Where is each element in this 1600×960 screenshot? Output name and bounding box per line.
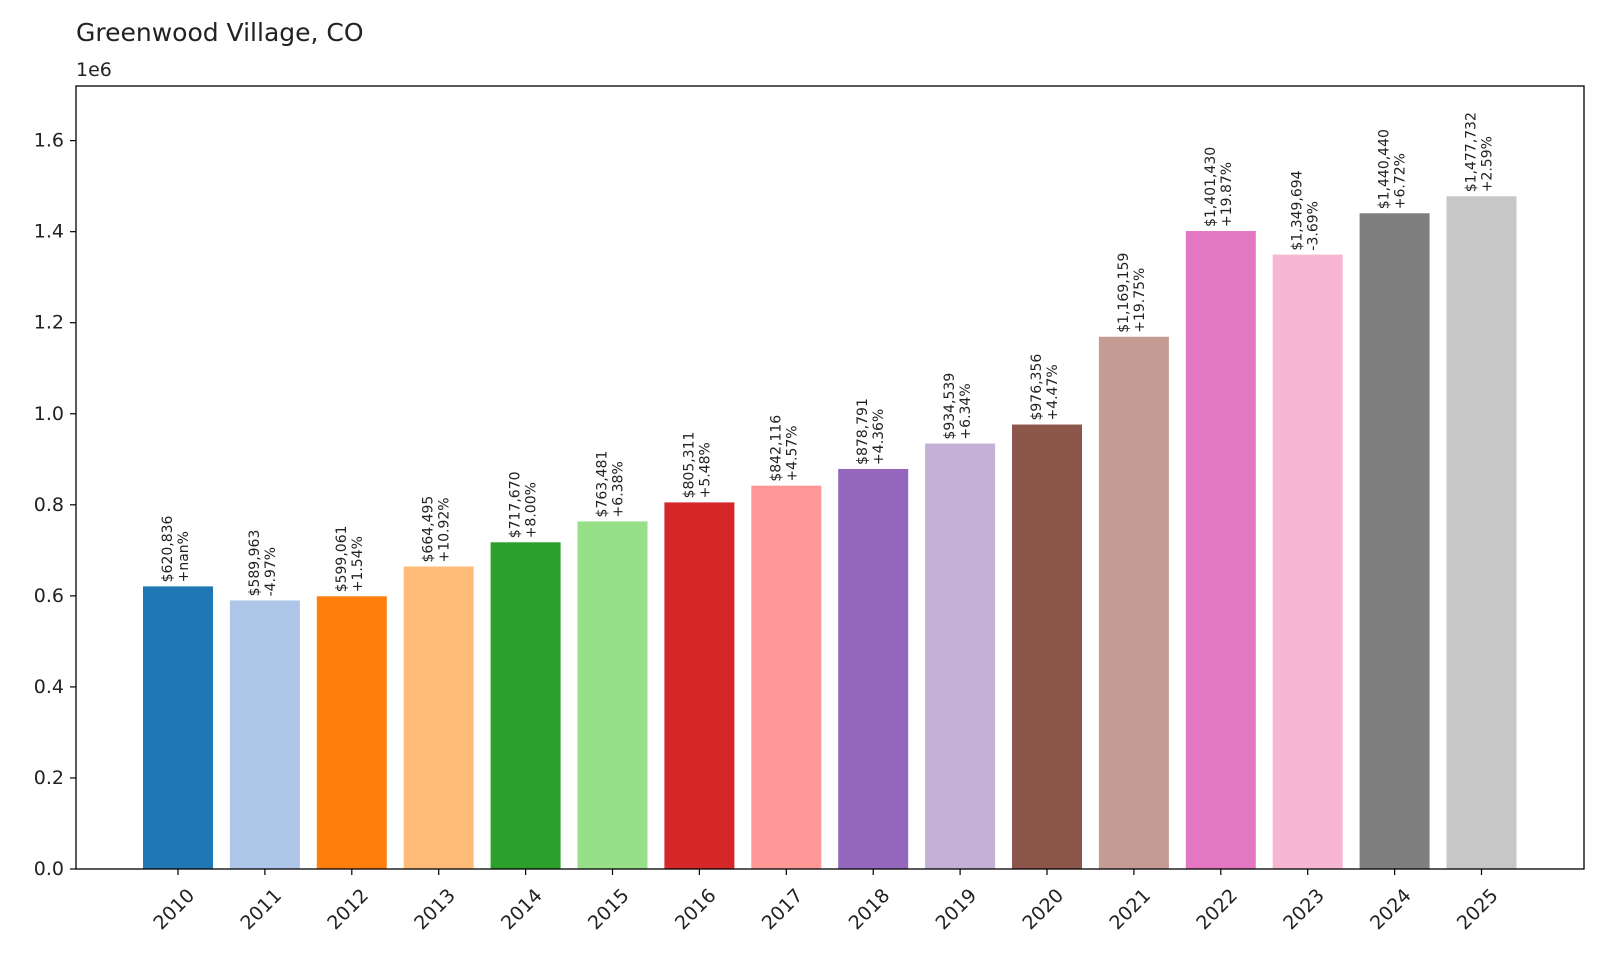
- x-tick-label: 2023: [1279, 885, 1329, 935]
- value-label-change: +6.72%: [1393, 153, 1409, 209]
- bar-2010: [143, 586, 213, 869]
- bar-value-label: $1,477,732+2.59%: [1464, 112, 1496, 192]
- y-tick-label: 0.2: [34, 767, 64, 789]
- bars-layer: [143, 196, 1517, 870]
- bar-2020: [1012, 424, 1082, 869]
- y-axis-offset-label: 1e6: [76, 59, 112, 81]
- bar-value-label: $805,311+5.48%: [681, 432, 713, 499]
- x-tick-label: 2014: [497, 885, 547, 935]
- bar-2018: [838, 468, 909, 869]
- bar-value-label: $589,963-4.97%: [247, 530, 279, 597]
- value-label-change: +4.47%: [1045, 364, 1061, 420]
- value-label-change: -3.69%: [1306, 201, 1322, 251]
- x-tick-label: 2017: [758, 885, 808, 935]
- x-tick-label: 2011: [236, 885, 286, 935]
- x-tick-label: 2022: [1192, 885, 1242, 935]
- value-label-change: +10.92%: [437, 497, 453, 562]
- value-label-price: $1,477,732: [1464, 112, 1480, 192]
- value-label-change: +1.54%: [350, 536, 366, 592]
- bar-2014: [490, 542, 561, 869]
- x-tick-label: 2021: [1105, 885, 1155, 935]
- value-label-price: $599,061: [334, 525, 350, 592]
- x-tick-label: 2015: [584, 885, 634, 935]
- y-tick-label: 1.2: [34, 312, 64, 334]
- value-label-change: +4.36%: [871, 409, 887, 465]
- y-tick-label: 0.4: [34, 676, 64, 698]
- x-tick-label: 2025: [1453, 885, 1503, 935]
- bar-value-label: $763,481+6.38%: [595, 451, 627, 518]
- value-label-price: $934,539: [942, 373, 958, 440]
- bar-value-label: $842,116+4.57%: [768, 415, 800, 482]
- value-label-change: +4.57%: [784, 425, 800, 481]
- bar-2021: [1098, 336, 1169, 870]
- bar-2022: [1185, 231, 1256, 869]
- x-tick-label: 2012: [323, 885, 373, 935]
- value-label-price: $717,670: [508, 471, 524, 538]
- value-label-price: $805,311: [681, 432, 697, 499]
- value-label-change: +19.75%: [1132, 268, 1148, 333]
- bar-2016: [664, 502, 735, 869]
- bar-2012: [316, 596, 387, 869]
- bar-value-label: $878,791+4.36%: [855, 398, 887, 465]
- y-tick-label: 0.6: [34, 585, 64, 607]
- bar-2019: [925, 443, 996, 869]
- value-label-change: +5.48%: [697, 442, 713, 498]
- bar-value-label: $1,349,694-3.69%: [1290, 170, 1322, 250]
- y-tick-label: 1.6: [34, 130, 64, 152]
- bar-value-label: $934,539+6.34%: [942, 373, 974, 440]
- bar-value-label: $976,356+4.47%: [1029, 354, 1061, 421]
- y-tick-label: 1.0: [34, 403, 64, 425]
- value-label-change: +6.34%: [958, 383, 974, 439]
- x-tick-label: 2013: [410, 885, 460, 935]
- y-tick-label: 0.0: [34, 858, 64, 880]
- value-label-price: $664,495: [421, 496, 437, 563]
- y-tick-label: 0.8: [34, 494, 64, 516]
- value-label-price: $1,349,694: [1290, 170, 1306, 250]
- value-label-price: $763,481: [595, 451, 611, 518]
- plot-frame: [75, 85, 1585, 870]
- bar-2015: [577, 521, 648, 869]
- value-label-price: $620,836: [160, 515, 176, 582]
- bar-2011: [229, 600, 300, 869]
- value-label-price: $1,440,440: [1377, 129, 1393, 209]
- x-tick-label: 2010: [149, 885, 199, 935]
- value-label-change: +2.59%: [1480, 136, 1496, 192]
- bar-2025: [1446, 196, 1517, 870]
- value-label-change: +8.00%: [524, 482, 540, 538]
- value-label-change: +nan%: [176, 531, 192, 582]
- bar-2023: [1272, 254, 1343, 870]
- value-label-change: -4.97%: [263, 547, 279, 597]
- value-label-price: $976,356: [1029, 354, 1045, 421]
- bar-value-label: $620,836+nan%: [160, 515, 192, 582]
- x-tick-label: 2024: [1366, 885, 1416, 935]
- bar-value-label: $717,670+8.00%: [508, 471, 540, 538]
- bar-2017: [751, 485, 822, 869]
- data-labels-layer: $620,836+nan% $589,963-4.97% $599,061+1.54…: [160, 112, 1496, 596]
- x-tick-label: 2016: [671, 885, 721, 935]
- value-label-price: $842,116: [768, 415, 784, 482]
- bar-value-label: $1,401,430+19.87%: [1203, 147, 1235, 227]
- bar-value-label: $1,169,159+19.75%: [1116, 253, 1148, 333]
- bar-value-label: $1,440,440+6.72%: [1377, 129, 1409, 209]
- value-label-change: +6.38%: [611, 461, 627, 517]
- value-label-price: $1,401,430: [1203, 147, 1219, 227]
- chart-title: Greenwood Village, CO: [76, 18, 364, 47]
- x-tick-label: 2019: [931, 885, 981, 935]
- value-label-change: +19.87%: [1219, 162, 1235, 227]
- x-tick-label: 2018: [845, 885, 895, 935]
- y-tick-label: 1.4: [34, 221, 64, 243]
- bar-2024: [1359, 213, 1430, 869]
- bar-value-label: $664,495+10.92%: [421, 496, 453, 563]
- value-label-price: $878,791: [855, 398, 871, 465]
- bar-value-label: $599,061+1.54%: [334, 525, 366, 592]
- value-label-price: $1,169,159: [1116, 253, 1132, 333]
- bar-2013: [403, 566, 474, 869]
- value-label-price: $589,963: [247, 530, 263, 597]
- x-tick-label: 2020: [1018, 885, 1068, 935]
